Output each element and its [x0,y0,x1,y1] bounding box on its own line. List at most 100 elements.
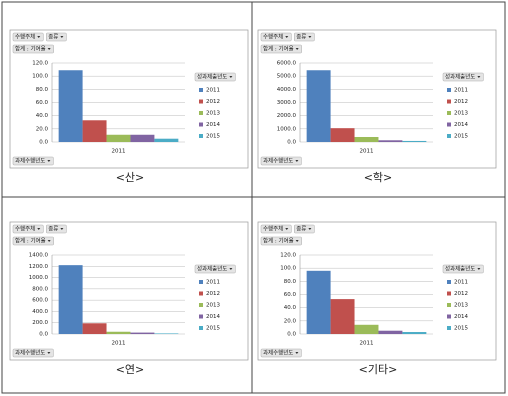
bar [130,134,155,142]
legend-swatch [199,111,203,115]
dropdown-icon [229,76,233,78]
filter-button[interactable] [12,32,44,42]
filter-button-label: 수행주체 [15,33,35,41]
value-button-label: 합계 : 기여율 [263,237,294,245]
y-tick-label: 100.0 [280,266,296,272]
axis-button[interactable] [260,348,302,358]
axis-button[interactable] [12,348,54,358]
bar [58,70,83,142]
dropdown-icon [285,36,289,38]
dropdown-icon [477,268,481,270]
legend-label: 2015 [206,134,220,140]
legend-swatch [199,314,203,319]
value-button-label: 합계 : 기여율 [263,45,294,53]
caption: <산> [116,171,145,184]
dropdown-icon [60,36,64,38]
bar [82,120,107,142]
bar [378,140,403,142]
value-button[interactable] [260,44,302,54]
legend-label: 2013 [206,111,220,117]
filter-button[interactable] [294,224,315,234]
filter-button[interactable] [46,224,67,234]
value-button[interactable] [12,44,54,54]
bar [154,333,179,334]
dropdown-icon [37,228,41,230]
axis-button-label: 과제수행년도 [15,157,45,165]
chart-area [257,29,497,169]
x-tick-label: 2011 [360,149,374,155]
y-tick-label: 20.0 [284,318,297,324]
legend-button-label: 성과제출년도 [445,73,475,81]
legend-swatch [199,99,203,104]
legend-label: 2014 [206,314,220,320]
bar [154,138,179,142]
bar [306,70,331,142]
filter-button[interactable] [46,32,67,42]
y-tick-label: 120.0 [280,253,296,259]
y-tick-label: 800.0 [32,286,48,292]
legend-button-label: 성과제출년도 [197,265,227,273]
legend-button[interactable] [194,264,236,274]
legend-label: 2013 [206,303,220,309]
axis-button[interactable] [12,156,54,166]
dropdown-icon [477,76,481,78]
legend-swatch [447,303,451,307]
bar [106,134,131,142]
y-tick-label: 40.0 [36,113,49,119]
legend-label: 2011 [206,88,220,94]
filter-button[interactable] [12,224,44,234]
filter-button-label: 종류 [48,226,58,233]
filter-button[interactable] [294,32,315,42]
y-tick-label: 600.0 [32,298,48,304]
axis-button-label: 과제수행년도 [263,157,293,165]
dropdown-icon [295,160,299,162]
y-tick-label: 0.0 [39,140,48,146]
y-tick-label: 6000.0 [277,61,297,67]
dropdown-icon [308,36,312,38]
value-button[interactable] [12,236,54,246]
value-button-label: 합계 : 기여율 [15,237,46,245]
value-button[interactable] [260,236,302,246]
value-button-label: 합계 : 기여율 [15,45,46,53]
bar [330,128,355,142]
y-tick-label: 100.0 [32,74,48,80]
y-tick-label: 4000.0 [277,87,297,93]
dropdown-icon [47,240,51,242]
caption: <연> [116,363,145,376]
x-tick-label: 2011 [112,149,126,155]
x-tick-label: 2011 [360,341,374,347]
legend-button[interactable] [194,72,236,82]
dropdown-icon [295,352,299,354]
filter-button[interactable] [260,224,292,234]
y-tick-label: 5000.0 [277,74,297,80]
y-tick-label: 3000.0 [277,100,297,106]
y-tick-label: 1400.0 [29,253,49,259]
dropdown-icon [60,228,64,230]
y-tick-label: 80.0 [36,87,49,93]
legend-swatch [447,99,451,104]
filter-button[interactable] [260,32,292,42]
axis-button[interactable] [260,156,302,166]
bar [378,330,403,334]
bar [82,323,107,334]
legend-label: 2012 [206,99,220,105]
legend-swatch [447,326,451,330]
dropdown-icon [295,240,299,242]
legend-swatch [199,291,203,296]
legend-label: 2013 [454,303,468,309]
y-tick-label: 0.0 [39,332,48,338]
legend-swatch [447,122,451,127]
legend-swatch [199,326,203,330]
legend-label: 2014 [454,122,468,128]
bar [58,265,83,334]
caption: <학> [364,171,393,184]
dropdown-icon [47,352,51,354]
y-tick-label: 400.0 [32,309,48,315]
legend-swatch [199,280,203,284]
bar [402,332,427,334]
dropdown-icon [47,48,51,50]
legend-button[interactable] [442,72,484,82]
legend-swatch [447,280,451,284]
legend-label: 2014 [454,314,468,320]
legend-button[interactable] [442,264,484,274]
